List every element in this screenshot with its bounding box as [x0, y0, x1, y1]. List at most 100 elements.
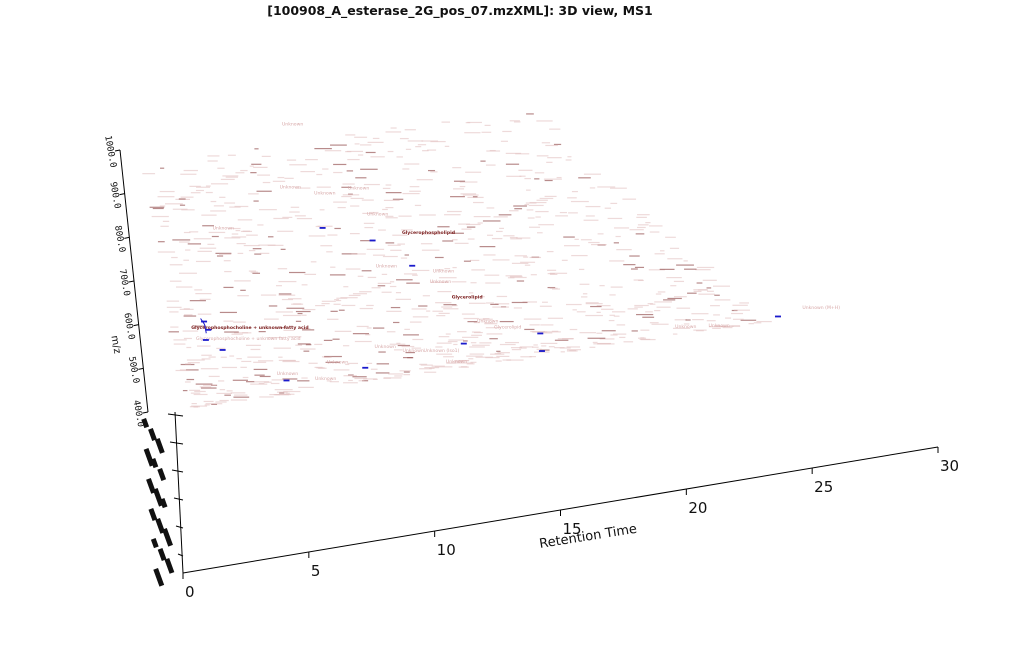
peak-trace	[183, 337, 192, 340]
peak-trace	[323, 339, 333, 341]
peak-trace	[714, 299, 731, 301]
peak-trace	[424, 367, 440, 369]
peak-trace	[360, 240, 375, 242]
peak-trace	[240, 366, 247, 368]
peak-trace	[281, 298, 293, 301]
peak-trace	[619, 336, 626, 339]
peak-trace	[516, 280, 525, 282]
peak-trace	[404, 328, 410, 330]
selected-point[interactable]	[201, 320, 208, 323]
peak-trace	[246, 381, 255, 383]
peak-trace	[510, 238, 523, 240]
peak-trace	[370, 368, 378, 370]
peak-trace	[393, 349, 403, 351]
peak-trace	[448, 339, 464, 341]
selected-point[interactable]	[538, 350, 545, 352]
peak-trace	[367, 276, 377, 279]
peak-trace	[496, 355, 510, 357]
peak-trace	[227, 154, 236, 156]
peak-trace	[444, 268, 451, 270]
peak-trace	[731, 312, 744, 315]
feature-label: Glycerophosphocholine + unknown fatty ac…	[191, 325, 308, 331]
peak-trace	[354, 377, 368, 380]
peak-trace	[555, 215, 568, 217]
peak-trace	[445, 333, 451, 335]
peak-trace	[469, 346, 485, 348]
peak-trace	[285, 392, 290, 394]
peak-trace	[348, 193, 353, 195]
selected-point[interactable]	[369, 239, 376, 242]
peak-trace	[345, 363, 350, 366]
selected-point[interactable]	[202, 339, 209, 341]
peak-trace	[623, 264, 636, 266]
peak-trace	[648, 269, 665, 271]
peak-trace	[366, 362, 373, 364]
selected-point[interactable]	[537, 332, 544, 335]
selected-point[interactable]	[319, 227, 326, 229]
peak-trace	[203, 400, 214, 403]
selected-point[interactable]	[205, 328, 212, 331]
selected-point[interactable]	[409, 264, 416, 267]
x-ticks: 0 5 10 15 20 25 30	[182, 447, 959, 601]
peak-trace	[190, 192, 201, 194]
peak-trace	[254, 374, 265, 376]
peak-trace	[230, 399, 248, 401]
selected-point[interactable]	[219, 349, 226, 351]
peak-trace	[546, 250, 554, 253]
peak-trace	[416, 179, 433, 181]
peak-trace	[556, 176, 562, 179]
peak-trace	[289, 164, 307, 166]
peak-trace	[183, 169, 198, 172]
peak-trace	[670, 285, 677, 287]
peak-trace	[319, 209, 325, 211]
peak-trace	[301, 377, 308, 379]
peak-trace	[337, 206, 346, 209]
peak-trace	[649, 231, 660, 233]
selected-point[interactable]	[460, 342, 467, 345]
peak-trace	[576, 311, 586, 313]
peak-trace	[459, 185, 466, 188]
peak-trace	[294, 215, 306, 217]
peak-trace	[578, 268, 585, 271]
peak-trace	[696, 330, 704, 332]
peak-trace	[457, 331, 467, 333]
peak-trace	[277, 176, 285, 179]
selected-points[interactable]	[200, 227, 781, 382]
peak-trace	[578, 177, 591, 179]
peak-trace	[186, 359, 205, 361]
peak-trace	[295, 320, 302, 322]
peak-trace	[200, 368, 219, 370]
x-tick-label: 30	[940, 457, 959, 475]
peak-trace	[702, 279, 717, 281]
peak-trace	[207, 155, 220, 157]
peak-trace	[529, 324, 540, 326]
peak-trace	[601, 330, 616, 332]
selected-point[interactable]	[774, 315, 781, 318]
peak-trace	[481, 131, 492, 133]
peak-trace	[277, 268, 288, 270]
peak-trace	[407, 140, 424, 142]
peak-trace	[491, 237, 503, 240]
peak-trace	[399, 137, 409, 140]
peak-trace	[493, 216, 508, 218]
peak-trace	[636, 313, 654, 316]
peak-trace	[401, 345, 415, 348]
peak-trace	[373, 327, 385, 329]
peak-trace	[484, 322, 494, 324]
peak-trace	[468, 358, 474, 360]
peak-trace	[351, 253, 366, 255]
feature-label: Unknown	[477, 318, 498, 324]
y-tick-label: 500.0	[126, 356, 141, 384]
peak-trace	[544, 179, 553, 182]
peak-trace	[282, 378, 298, 380]
peak-trace	[654, 253, 665, 255]
selected-point[interactable]	[362, 366, 369, 369]
peak-trace	[236, 358, 242, 360]
peak-trace	[201, 214, 217, 216]
chart-title: [100908_A_esterase_2G_pos_07.mzXML]: 3D …	[267, 3, 653, 18]
selected-trace[interactable]	[200, 318, 207, 334]
peak-trace	[196, 186, 210, 188]
selected-point[interactable]	[283, 379, 290, 382]
peak-trace	[532, 346, 539, 348]
